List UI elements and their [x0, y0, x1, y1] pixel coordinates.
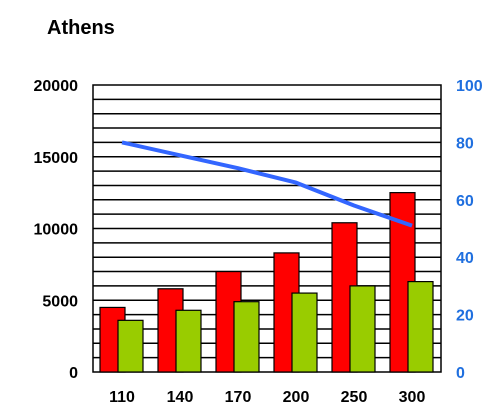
left-tick-label: 20000	[34, 78, 79, 95]
x-tick-label: 110	[109, 389, 135, 406]
x-tick-label: 140	[167, 389, 194, 406]
left-tick-label: 0	[69, 365, 78, 382]
line-path	[121, 140, 413, 228]
chart-title: Athens	[47, 17, 115, 39]
gridlines	[93, 98, 441, 359]
x-tick-label: 300	[399, 389, 426, 406]
bar-green-170	[233, 301, 260, 373]
bar-green-140	[175, 309, 202, 373]
right-tick-label: 60	[456, 193, 474, 210]
left-axis-ticks: 0 5000 10000 15000 20000	[34, 78, 79, 382]
series-blue-line	[121, 140, 413, 228]
bar-green-200	[291, 292, 318, 373]
x-tick-label: 250	[341, 389, 368, 406]
left-tick-label: 15000	[34, 150, 79, 167]
bar-green-250	[349, 285, 376, 373]
left-tick-label: 5000	[42, 293, 78, 310]
bar-green-110	[117, 319, 144, 373]
right-tick-label: 100	[456, 78, 483, 95]
right-axis-ticks: 0 20 40 60 80 100	[456, 78, 483, 382]
right-tick-label: 20	[456, 308, 474, 325]
x-axis-ticks: 110 140 170 200 250 300	[109, 389, 425, 406]
series-green-bars	[117, 280, 434, 373]
x-tick-label: 200	[283, 389, 310, 406]
x-tick-label: 170	[225, 389, 252, 406]
bar-green-300	[407, 280, 434, 373]
right-tick-label: 80	[456, 135, 474, 152]
right-tick-label: 40	[456, 250, 474, 267]
left-tick-label: 10000	[34, 222, 79, 239]
right-tick-label: 0	[456, 365, 465, 382]
